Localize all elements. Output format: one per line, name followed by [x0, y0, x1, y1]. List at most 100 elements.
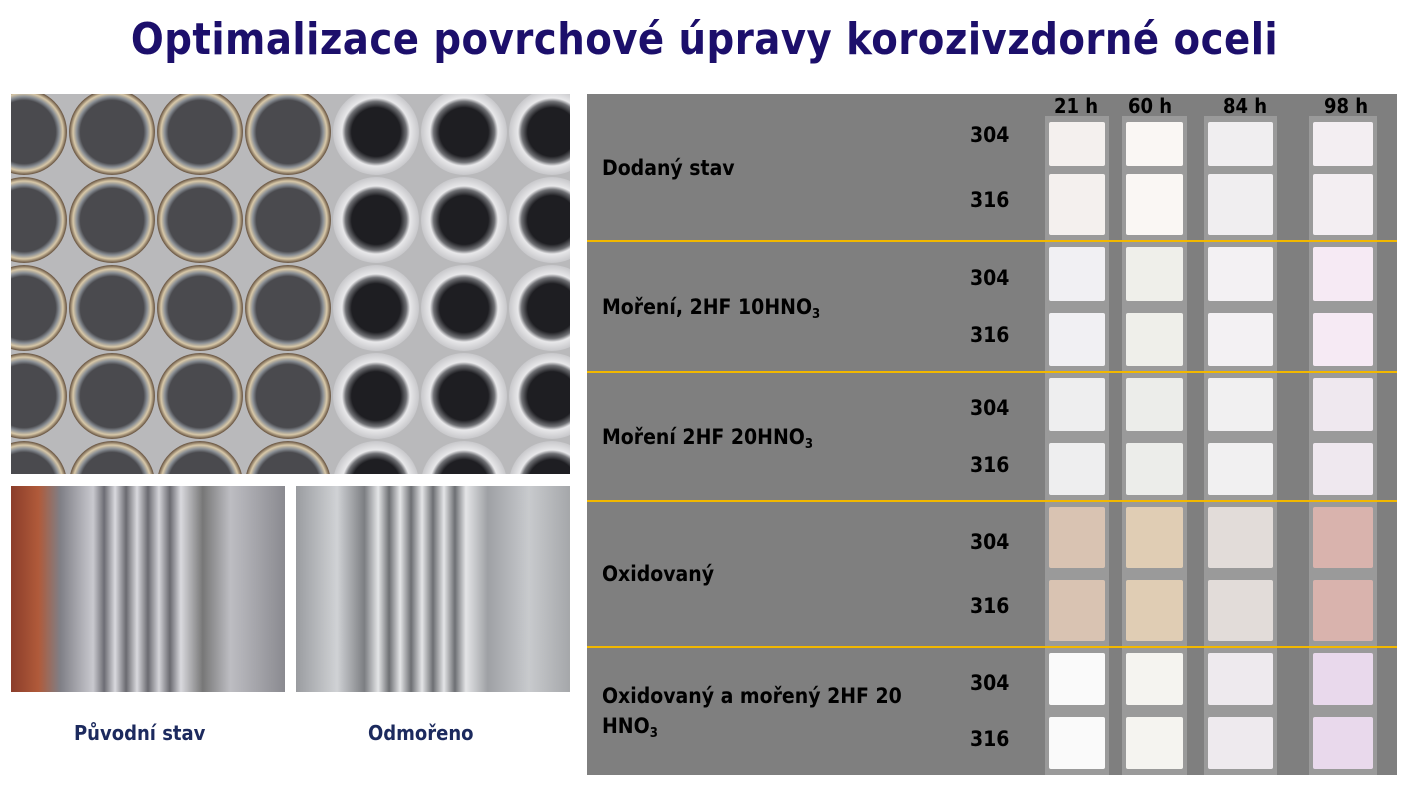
plate-hole [11, 441, 67, 474]
treatment-label: Moření, 2HF 10HNO3 [602, 292, 820, 330]
steel-sample [1126, 717, 1183, 769]
row-separator [587, 240, 1397, 242]
plate-hole [245, 353, 331, 439]
plate-hole [11, 353, 67, 439]
steel-sample [1313, 312, 1373, 366]
plate-hole [245, 177, 331, 263]
alloy-label-316: 316 [970, 727, 1010, 752]
plate-hole [157, 177, 243, 263]
steel-sample [1313, 580, 1373, 641]
plate-hole [509, 441, 570, 474]
steel-sample [1049, 378, 1105, 431]
plate-hole [11, 94, 67, 175]
steel-sample [1313, 717, 1373, 769]
plate-hole [421, 353, 507, 439]
steel-sample [1126, 653, 1183, 705]
treatment-label-text: Dodaný stav [602, 155, 735, 180]
plate-hole [157, 265, 243, 351]
treatment-label: Dodaný stav [602, 153, 735, 183]
steel-sample [1313, 507, 1373, 568]
steel-sample [1313, 122, 1373, 166]
alloy-label-304: 304 [970, 396, 1010, 421]
treatment-label-text: Moření, 2HF 10HNO [602, 294, 813, 319]
steel-sample [1208, 580, 1273, 641]
plate-hole [245, 94, 331, 175]
steel-sample [1049, 312, 1105, 366]
steel-sample [1049, 247, 1105, 301]
steel-sample [1208, 442, 1273, 495]
steel-sample [1126, 442, 1183, 495]
plate-hole [69, 441, 155, 474]
steel-sample [1208, 122, 1273, 166]
plate-hole [245, 441, 331, 474]
plate-hole [157, 441, 243, 474]
steel-sample [1313, 378, 1373, 431]
steel-sample [1049, 580, 1105, 641]
row-separator [587, 371, 1397, 373]
column-header-84h: 84 h [1223, 94, 1268, 118]
plate-hole [509, 353, 570, 439]
plate-hole [509, 265, 570, 351]
steel-sample [1049, 173, 1105, 235]
plate-hole [157, 353, 243, 439]
alloy-label-316: 316 [970, 452, 1010, 477]
subscript: 3 [812, 306, 821, 322]
column-header-60h: 60 h [1128, 94, 1173, 118]
steel-sample [1126, 122, 1183, 166]
steel-sample [1049, 122, 1105, 166]
plate-hole [69, 353, 155, 439]
slide-title: Optimalizace povrchové úpravy korozivzdo… [130, 14, 1279, 65]
steel-sample [1126, 247, 1183, 301]
treatment-label: Moření 2HF 20HNO3 [602, 422, 813, 460]
plate-hole [333, 265, 419, 351]
alloy-label-304: 304 [970, 670, 1010, 695]
plate-hole [157, 94, 243, 175]
plate-hole [333, 177, 419, 263]
treatment-label-text: Moření 2HF 20HNO [602, 424, 805, 449]
steel-sample [1208, 653, 1273, 705]
steel-sample [1208, 312, 1273, 366]
steel-sample [1208, 378, 1273, 431]
steel-sample [1313, 247, 1373, 301]
steel-sample [1126, 507, 1183, 568]
original-bellows-photo [11, 486, 285, 692]
plate-hole [421, 177, 507, 263]
steel-sample [1049, 442, 1105, 495]
steel-sample [1049, 717, 1105, 769]
plate-hole [509, 177, 570, 263]
subscript: 3 [804, 436, 813, 452]
treatment-label-text: Oxidovaný a mořený 2HF 20 HNO [602, 684, 902, 738]
caption-pickled: Odmořeno [368, 721, 474, 745]
steel-sample [1313, 442, 1373, 495]
steel-sample [1126, 580, 1183, 641]
steel-sample [1313, 653, 1373, 705]
column-header-98h: 98 h [1324, 94, 1369, 118]
steel-sample [1208, 173, 1273, 235]
treatment-label: Oxidovaný [602, 559, 714, 589]
alloy-label-316: 316 [970, 594, 1010, 619]
plate-hole [421, 441, 507, 474]
welded-plate-photo [11, 94, 570, 474]
plate-hole [69, 177, 155, 263]
steel-sample [1049, 507, 1105, 568]
steel-sample [1126, 312, 1183, 366]
alloy-label-316: 316 [970, 187, 1010, 212]
plate-hole [333, 441, 419, 474]
plate-hole [69, 94, 155, 175]
row-separator [587, 500, 1397, 502]
pickled-bellows-photo [296, 486, 570, 692]
caption-original-state: Původní stav [74, 721, 206, 745]
plate-hole [11, 265, 67, 351]
plate-hole [421, 265, 507, 351]
alloy-label-304: 304 [970, 265, 1010, 290]
alloy-label-316: 316 [970, 323, 1010, 348]
alloy-label-304: 304 [970, 529, 1010, 554]
plate-hole [245, 265, 331, 351]
steel-sample [1126, 173, 1183, 235]
row-separator [587, 646, 1397, 648]
treatment-label: Oxidovaný a mořený 2HF 20 HNO3 [602, 681, 932, 749]
steel-sample [1049, 653, 1105, 705]
plate-hole [333, 353, 419, 439]
plate-hole [333, 94, 419, 175]
corrosion-test-table: 21 h 60 h 84 h 98 h Dodaný stav 304 316 Moř… [587, 94, 1397, 775]
